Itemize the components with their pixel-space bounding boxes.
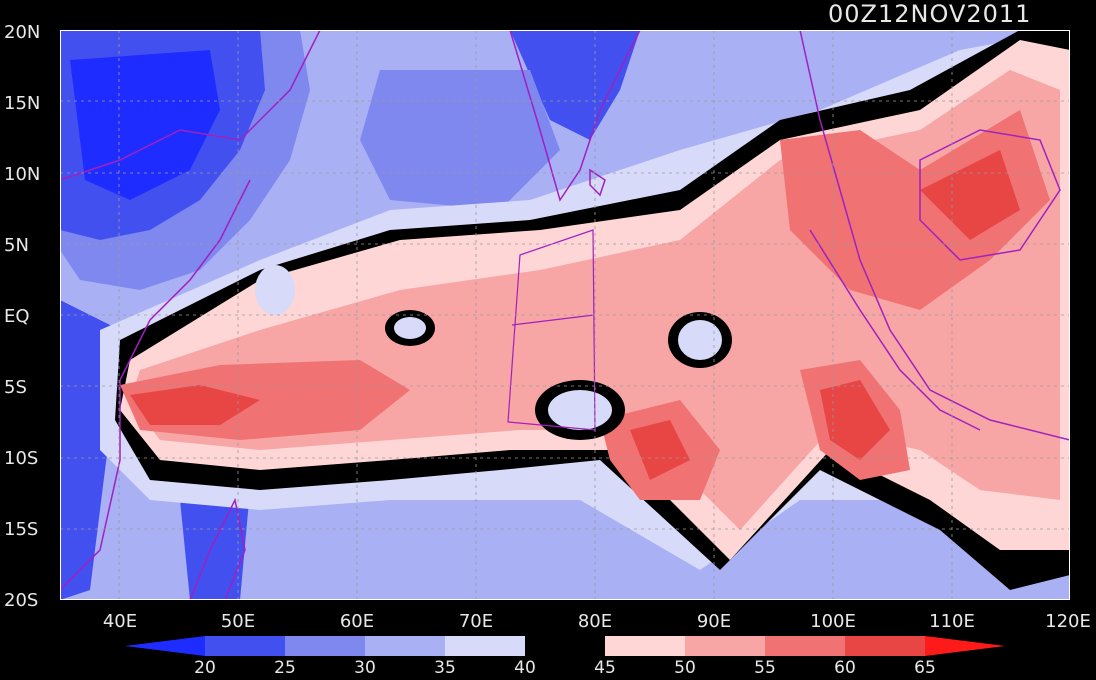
lat-label-eq: EQ — [4, 306, 30, 327]
colorbar-arrow-high — [925, 636, 1005, 656]
coast-africa — [60, 179, 251, 591]
colorbar-label-30: 30 — [354, 658, 376, 678]
lat-label-10n: 10N — [4, 164, 41, 185]
coast-sumatra — [809, 229, 981, 431]
coastlines — [60, 30, 1070, 600]
colorbar-label-60: 60 — [834, 658, 856, 678]
colorbar-label-25: 25 — [274, 658, 296, 678]
colorbar-swatch — [525, 636, 605, 656]
lon-label-120e: 120E — [1045, 611, 1091, 632]
colorbar-swatch — [605, 636, 685, 656]
field-60-65-west — [130, 385, 260, 425]
colorbar-swatch — [285, 636, 365, 656]
lon-label-90e: 90E — [696, 611, 732, 632]
coast-seasia — [799, 30, 1070, 441]
lon-label-70e: 70E — [458, 611, 494, 632]
lat-label-10s: 10S — [4, 448, 39, 469]
lat-label-20s: 20S — [4, 590, 39, 611]
dry-pocket2-inner — [678, 320, 722, 360]
lat-label-15s: 15S — [4, 519, 39, 540]
lat-label-5s: 5S — [4, 377, 27, 398]
coast-madagascar — [189, 497, 246, 600]
lon-label-100e: 100E — [810, 611, 856, 632]
lon-label-40e: 40E — [102, 611, 138, 632]
field-arabia-driest — [70, 50, 220, 200]
field-india-core — [510, 30, 640, 140]
colorbar-swatch — [445, 636, 525, 656]
coast-arabia — [60, 30, 321, 181]
colorbar-swatches — [125, 636, 1005, 656]
field-india-region — [360, 70, 560, 210]
colorbar-swatch — [845, 636, 925, 656]
colorbar-swatch — [685, 636, 765, 656]
coast-india — [509, 30, 641, 202]
coast-borneo — [919, 129, 1061, 261]
colorbar-label-20: 20 — [194, 658, 216, 678]
colorbar-arrow-low — [125, 636, 205, 656]
map-panel — [60, 30, 1070, 600]
reference-box-midline — [511, 314, 595, 326]
colorbar-label-50: 50 — [674, 658, 696, 678]
lon-label-110e: 110E — [929, 611, 975, 632]
colorbar-swatch — [205, 636, 285, 656]
colorbar-label-40: 40 — [514, 658, 536, 678]
lat-label-15n: 15N — [4, 93, 41, 114]
colorbar-label-55: 55 — [754, 658, 776, 678]
colorbar-swatch — [765, 636, 845, 656]
field-madagascar — [180, 490, 250, 600]
coast-srilanka — [589, 168, 606, 197]
field-60-65-borneo — [920, 150, 1020, 240]
lon-label-80e: 80E — [577, 611, 613, 632]
dry-pocket-inner — [548, 390, 612, 430]
field-60-65-sumatra — [820, 380, 890, 460]
map-frame — [60, 30, 1070, 600]
field-60-65-south — [630, 420, 690, 480]
colorbar-label-35: 35 — [434, 658, 456, 678]
humidity-field-map — [60, 30, 1070, 600]
colorbar-swatch — [365, 636, 445, 656]
grid-lines — [60, 30, 1070, 600]
lat-label-20n: 20N — [4, 22, 41, 43]
dry-pocket3-inner — [394, 317, 426, 339]
colorbar-label-45: 45 — [594, 658, 616, 678]
lon-label-50e: 50E — [220, 611, 256, 632]
dry-pocket4 — [255, 265, 295, 315]
colorbar-label-65: 65 — [914, 658, 936, 678]
timestamp-label: 00Z12NOV2011 — [828, 0, 1032, 28]
lat-label-5n: 5N — [4, 235, 29, 256]
lon-label-60e: 60E — [339, 611, 375, 632]
